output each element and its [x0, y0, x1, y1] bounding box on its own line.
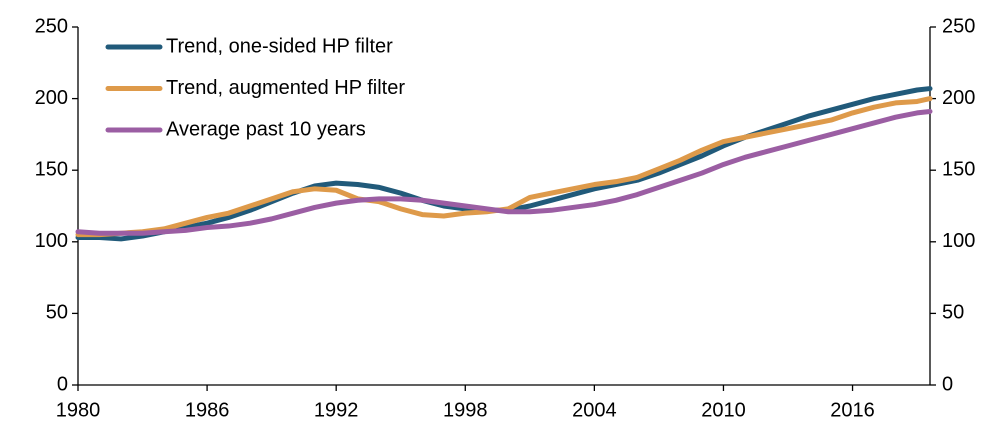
x-tick-label: 1980 — [56, 399, 101, 421]
x-tick-label: 1998 — [443, 399, 488, 421]
line-series — [75, 108, 933, 236]
y-tick-label: 200 — [35, 87, 68, 109]
y2-tick-label: 200 — [942, 87, 975, 109]
x-tick-label: 2010 — [701, 399, 746, 421]
y-tick-label: 50 — [46, 302, 68, 324]
y-tick-label: 0 — [57, 373, 68, 395]
y-tick-label: 250 — [35, 15, 68, 37]
y2-tick-label: 0 — [942, 373, 953, 395]
x-tick-label: 1992 — [314, 399, 359, 421]
y2-tick-label: 100 — [942, 230, 975, 252]
x-tick-label: 2004 — [572, 399, 617, 421]
legend-label: Average past 10 years — [166, 118, 366, 140]
y-tick-label: 100 — [35, 230, 68, 252]
y2-tick-label: 150 — [942, 158, 975, 180]
x-tick-label: 1986 — [185, 399, 230, 421]
y2-tick-label: 250 — [942, 15, 975, 37]
y2-tick-label: 50 — [942, 302, 964, 324]
legend-label: Trend, augmented HP filter — [166, 77, 405, 99]
line-series — [75, 96, 933, 238]
x-tick-label: 2016 — [830, 399, 875, 421]
y-tick-label: 150 — [35, 158, 68, 180]
legend-label: Trend, one-sided HP filter — [166, 35, 393, 57]
